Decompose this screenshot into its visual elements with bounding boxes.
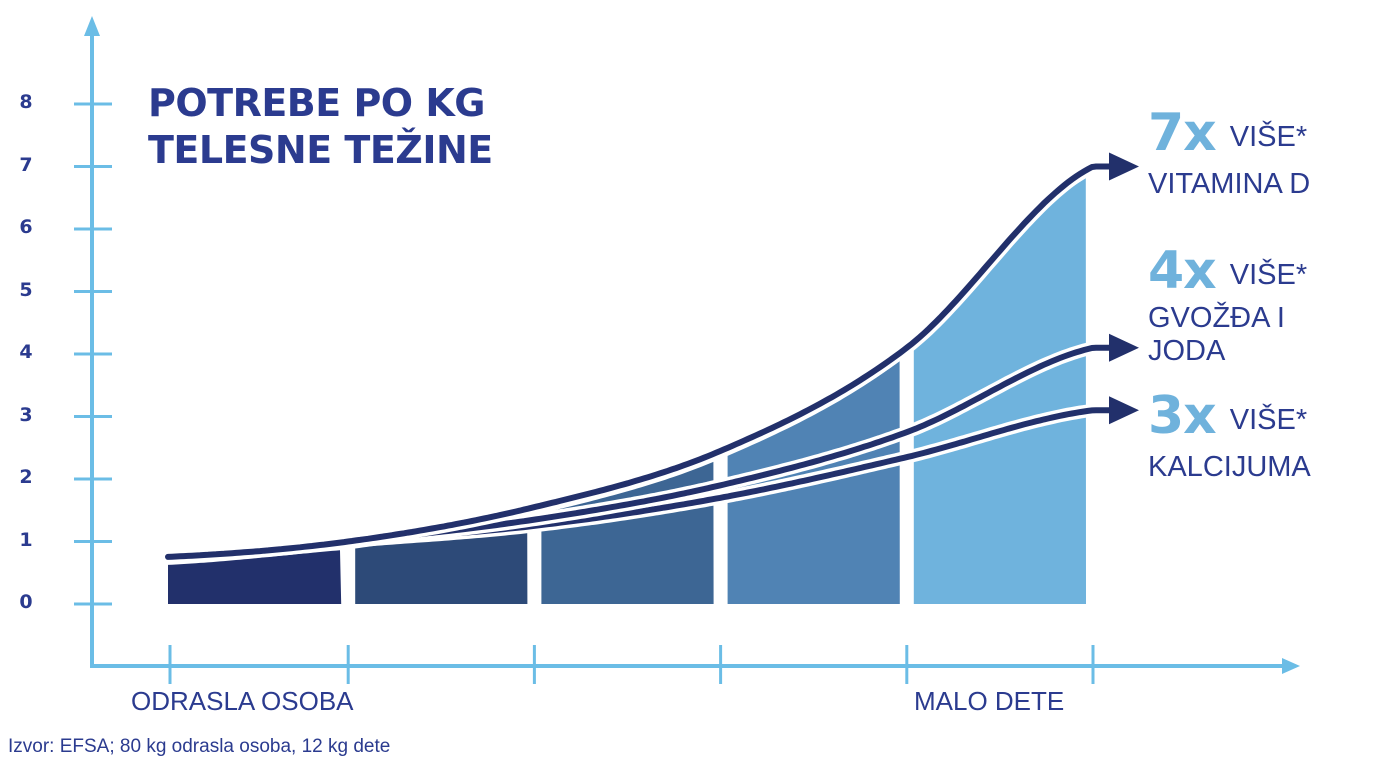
annotation-vitamin-d-nutrient: VITAMINA D bbox=[1148, 168, 1311, 200]
y-tick-label-2: 2 bbox=[19, 466, 33, 488]
source-note: Izvor: EFSA; 80 kg odrasla osoba, 12 kg … bbox=[8, 736, 391, 757]
annotation-iron-iodine-more: VIŠE* bbox=[1229, 259, 1308, 291]
y-tick-label-4: 4 bbox=[19, 341, 33, 363]
curve-line-1 bbox=[165, 163, 1115, 560]
annotation-iron-iodine-multiplier: 4x bbox=[1148, 241, 1217, 301]
x-label-child: MALO DETE bbox=[914, 686, 1065, 716]
y-tick-label-8: 8 bbox=[19, 91, 33, 113]
annotation-iron-iodine-nutrient-2: JODA bbox=[1148, 335, 1226, 367]
axes bbox=[74, 16, 1300, 684]
y-tick-label-6: 6 bbox=[19, 216, 33, 238]
chart-title: POTREBE PO KG TELESNE TEŽINE bbox=[148, 80, 493, 174]
curve-arrowhead-2 bbox=[1109, 333, 1139, 362]
y-tick-label-1: 1 bbox=[19, 529, 33, 551]
x-axis-arrow bbox=[1282, 658, 1300, 674]
annotation-vitamin-d-more: VIŠE* bbox=[1229, 121, 1308, 153]
y-tick-label-3: 3 bbox=[19, 404, 33, 426]
y-tick-label-5: 5 bbox=[19, 279, 33, 301]
curve-arrowhead-1 bbox=[1109, 152, 1139, 181]
y-tick-label-0: 0 bbox=[19, 591, 33, 613]
annotation-calcium-more: VIŠE* bbox=[1229, 404, 1308, 436]
curve-arrowhead-3 bbox=[1109, 396, 1139, 425]
x-label-adult: ODRASLA OSOBA bbox=[131, 686, 354, 716]
chart-title-line-1: POTREBE PO KG bbox=[148, 81, 485, 125]
area-band-1 bbox=[168, 550, 342, 604]
annotation-iron-iodine-nutrient-1: GVOŽĐA I bbox=[1148, 302, 1285, 334]
annotation-iron-iodine: 4x VIŠE* GVOŽĐA I JODA bbox=[1148, 245, 1308, 368]
y-axis-arrow bbox=[84, 16, 100, 36]
annotation-calcium: 3x VIŠE* KALCIJUMA bbox=[1148, 390, 1311, 484]
area-band-2 bbox=[355, 516, 528, 604]
y-tick-label-7: 7 bbox=[19, 154, 33, 176]
annotation-vitamin-d: 7x VIŠE* VITAMINA D bbox=[1148, 107, 1311, 201]
annotation-vitamin-d-multiplier: 7x bbox=[1148, 103, 1217, 163]
annotation-calcium-multiplier: 3x bbox=[1148, 386, 1217, 446]
growth-curves bbox=[161, 152, 1139, 564]
annotation-calcium-nutrient: KALCIJUMA bbox=[1148, 451, 1311, 483]
chart-title-line-2: TELESNE TEŽINE bbox=[148, 128, 493, 172]
